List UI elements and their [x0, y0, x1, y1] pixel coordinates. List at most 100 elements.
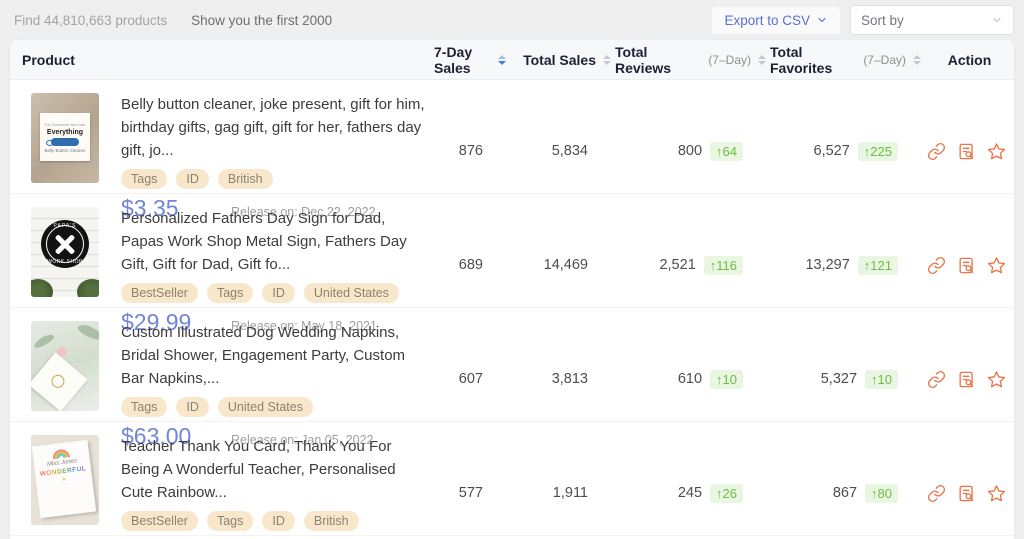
favorite-star-button[interactable]	[985, 140, 1008, 163]
badge-group: Tags ID British	[121, 169, 431, 189]
product-report-button[interactable]	[955, 368, 978, 391]
link-icon	[927, 142, 946, 160]
product-title-link[interactable]: Custom Illustrated Dog Wedding Napkins, …	[121, 324, 406, 387]
column-header-total-reviews[interactable]: Total Reviews (7–Day)	[615, 40, 770, 79]
export-to-csv-button[interactable]: Export to CSV	[712, 6, 840, 34]
product-report-button[interactable]	[955, 254, 978, 277]
badge-tags: Tags	[206, 283, 254, 303]
star-icon	[987, 484, 1006, 501]
badge-region: United States	[217, 397, 313, 417]
open-link-button[interactable]	[925, 368, 948, 391]
badge-bestseller: BestSeller	[121, 283, 198, 303]
column-header-label: Total Reviews	[615, 43, 672, 76]
thumb-text: For Someone who has	[44, 121, 86, 127]
macaron-illustration	[57, 347, 67, 356]
total-sales-value: 5,834	[551, 143, 588, 159]
total-sales-value: 1,911	[552, 485, 588, 501]
action-cell	[925, 422, 1014, 539]
product-price: $3.35	[121, 195, 179, 221]
open-link-button[interactable]	[925, 482, 948, 505]
total-sales-value: 14,469	[543, 257, 588, 273]
product-thumbnail[interactable]: Miss Jones WONDERFUL ★	[31, 435, 99, 525]
total-reviews-value: 800	[677, 143, 703, 159]
sort-by-value: Sort by	[861, 12, 904, 28]
product-cell: For Someone who has Everything Belly But…	[10, 80, 434, 222]
chevron-down-icon	[993, 17, 1001, 23]
leaf-illustration	[32, 332, 56, 350]
favorite-star-button[interactable]	[985, 482, 1008, 505]
favorite-star-button[interactable]	[985, 368, 1008, 391]
top-toolbar: Find 44,810,663 products Show you the fi…	[0, 0, 1024, 40]
round-sign-illustration: PAPA'S WORK SHOP	[41, 220, 89, 268]
total-reviews-value: 2,521	[659, 257, 696, 273]
column-header-label: Total Sales	[523, 51, 596, 68]
products-count-text: Find 44,810,663 products	[14, 12, 168, 28]
badge-group: BestSeller Tags ID British	[121, 511, 431, 531]
product-price: $63.00	[121, 423, 192, 449]
greeting-card-illustration: Miss Jones WONDERFUL ★	[31, 439, 97, 519]
seven-day-sales-value: 607	[458, 371, 483, 387]
bush-illustration	[77, 279, 99, 297]
table-row: Miss Jones WONDERFUL ★ Teacher Thank You…	[10, 422, 1014, 539]
table-row: PAPA'S WORK SHOP Personalized Fathers Da…	[10, 194, 1014, 335]
period-suffix: (7–Day)	[708, 52, 751, 67]
thumb-text: Belly Button Cleaner	[44, 147, 86, 153]
product-report-button[interactable]	[955, 482, 978, 505]
sort-icon	[758, 54, 766, 65]
bush-illustration	[31, 279, 53, 297]
column-header-total-favorites[interactable]: Total Favorites (7–Day)	[770, 40, 925, 79]
open-link-button[interactable]	[925, 140, 948, 163]
open-link-button[interactable]	[925, 254, 948, 277]
product-cell: Miss Jones WONDERFUL ★ Teacher Thank You…	[10, 422, 434, 539]
sort-icon	[603, 54, 611, 65]
file-search-icon	[959, 485, 974, 501]
link-icon	[927, 484, 946, 502]
action-cell	[925, 80, 1014, 222]
total-favorites-value: 6,527	[813, 143, 850, 159]
toolbar-right-group: Export to CSV Sort by	[712, 5, 1014, 35]
star-icon	[987, 370, 1006, 387]
favorite-star-button[interactable]	[985, 254, 1008, 277]
badge-region: United States	[303, 283, 399, 303]
sort-by-select[interactable]: Sort by	[850, 5, 1014, 35]
product-thumbnail[interactable]: PAPA'S WORK SHOP	[31, 207, 99, 297]
column-header-label: 7-Day Sales	[434, 43, 473, 76]
reviews-delta-badge: ↑64	[710, 141, 743, 161]
total-reviews-value: 245	[677, 485, 703, 501]
badge-tags: Tags	[206, 511, 254, 531]
product-thumbnail[interactable]: For Someone who has Everything Belly But…	[31, 93, 99, 183]
product-title-link[interactable]: Teacher Thank You Card, Thank You For Be…	[121, 438, 396, 501]
total-favorites-value: 867	[832, 485, 858, 501]
sort-icon	[913, 54, 921, 65]
favorites-delta-badge: ↑121	[857, 255, 898, 275]
thumb-text: WORK SHOP	[47, 259, 83, 265]
badge-tags: Tags	[121, 169, 168, 189]
column-header-total-sales[interactable]: Total Sales	[510, 40, 615, 79]
column-header-label: Total Favorites	[770, 43, 833, 76]
thumb-text: PAPA'S	[53, 223, 77, 229]
release-date: Release on: Jan 05, 2022	[231, 433, 374, 447]
favorites-delta-badge: ↑80	[865, 483, 898, 503]
file-search-icon	[959, 143, 974, 159]
total-favorites-value: 5,327	[820, 371, 858, 387]
reviews-delta-badge: ↑116	[703, 255, 743, 275]
column-header-7-day-sales[interactable]: 7-Day Sales	[434, 40, 510, 79]
product-title-link[interactable]: Personalized Fathers Day Sign for Dad, P…	[121, 210, 407, 273]
product-title-link[interactable]: Belly button cleaner, joke present, gift…	[121, 96, 425, 159]
file-search-icon	[959, 257, 974, 273]
table-row: Custom Illustrated Dog Wedding Napkins, …	[10, 308, 1014, 449]
product-price: $4.34	[121, 537, 231, 539]
sort-icon	[498, 54, 506, 65]
badge-bestseller: BestSeller	[121, 511, 198, 531]
release-date: Release on: Dec 22, 2022	[231, 205, 376, 219]
product-thumbnail[interactable]	[31, 321, 99, 411]
badge-id: ID	[176, 397, 209, 417]
seven-day-sales-value: 577	[458, 485, 483, 501]
badge-tags: Tags	[121, 397, 168, 417]
product-report-button[interactable]	[955, 140, 978, 163]
badge-id: ID	[176, 169, 209, 189]
column-header-product: Product	[22, 51, 75, 68]
products-table: Product 7-Day Sales Total Sales Total Re…	[10, 40, 1014, 539]
badge-id: ID	[262, 511, 295, 531]
brush-illustration	[46, 137, 79, 146]
